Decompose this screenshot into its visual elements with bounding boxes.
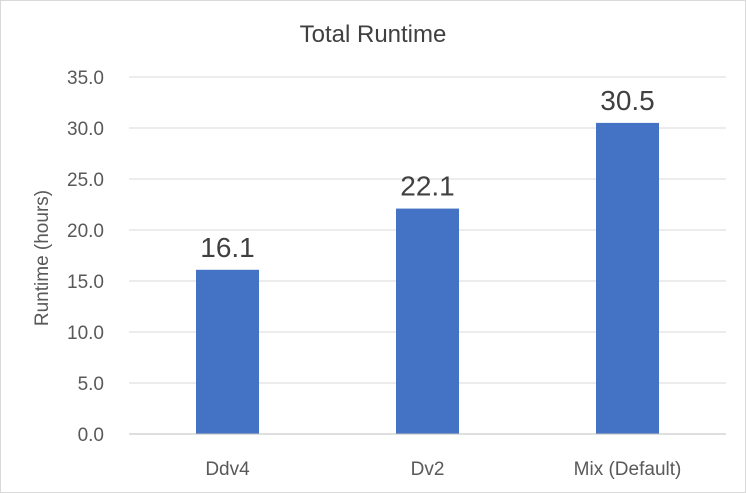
y-tick-label-10: 10.0 xyxy=(67,323,104,344)
y-axis-label: Runtime (hours) xyxy=(32,190,53,326)
y-tick-label-30: 30.0 xyxy=(67,119,104,140)
y-tick-label-25: 25.0 xyxy=(67,170,104,191)
chart-title: Total Runtime xyxy=(300,21,447,48)
y-tick-label-35: 35.0 xyxy=(67,68,104,89)
data-label-dv2: 22.1 xyxy=(400,171,455,202)
y-tick-label-20: 20.0 xyxy=(67,221,104,242)
bars xyxy=(196,122,659,435)
y-tick-labels: 35.0 30.0 25.0 20.0 15.0 10.0 5.0 0.0 xyxy=(67,68,104,446)
x-tick-label-mix-default: Mix (Default) xyxy=(574,459,682,480)
data-label-ddv4: 16.1 xyxy=(200,232,255,263)
x-tick-label-ddv4: Ddv4 xyxy=(205,459,250,480)
data-label-mix-default: 30.5 xyxy=(600,85,655,116)
bar-ddv4 xyxy=(196,269,259,434)
data-labels: 16.1 22.1 30.5 xyxy=(200,85,655,263)
bar-mix-default xyxy=(596,122,659,435)
y-tick-label-15: 15.0 xyxy=(67,272,104,293)
bar-dv2 xyxy=(396,208,459,434)
y-tick-label-0: 0.0 xyxy=(78,425,104,446)
x-tick-labels: Ddv4 Dv2 Mix (Default) xyxy=(205,459,681,480)
y-tick-label-5: 5.0 xyxy=(78,374,104,395)
x-tick-label-dv2: Dv2 xyxy=(411,459,445,480)
